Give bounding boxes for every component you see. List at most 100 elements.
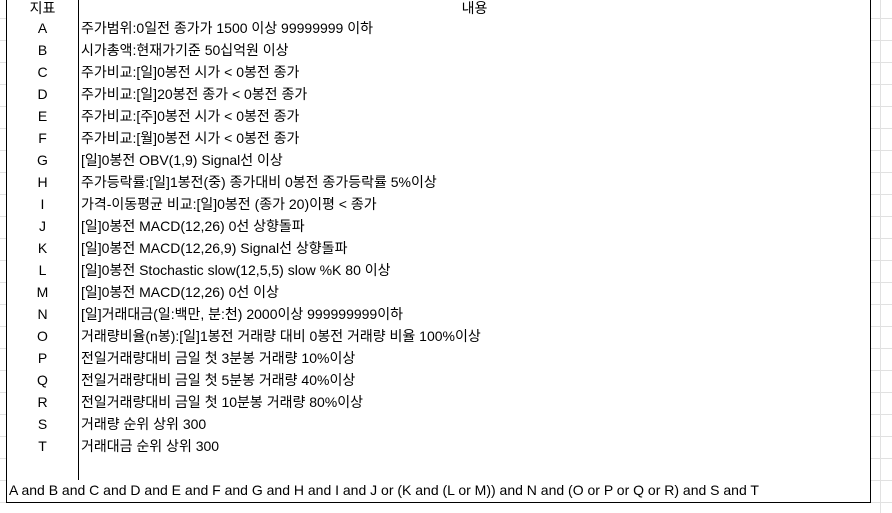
row-content-cell[interactable]: 주가비교:[주]0봉전 시가 < 0봉전 종가 bbox=[79, 106, 367, 129]
empty-cell[interactable] bbox=[654, 304, 727, 327]
empty-cell[interactable] bbox=[654, 216, 727, 239]
empty-cell[interactable] bbox=[798, 216, 871, 239]
empty-cell[interactable] bbox=[798, 18, 871, 41]
empty-cell[interactable] bbox=[438, 194, 511, 217]
empty-cell[interactable] bbox=[654, 282, 727, 305]
empty-cell[interactable] bbox=[366, 216, 439, 239]
empty-cell[interactable] bbox=[798, 326, 871, 349]
empty-cell[interactable] bbox=[438, 370, 511, 393]
empty-cell[interactable] bbox=[654, 128, 727, 151]
empty-cell[interactable] bbox=[798, 370, 871, 393]
row-content-cell[interactable]: [일]0봉전 MACD(12,26) 0선 이상 bbox=[79, 282, 367, 305]
row-key-cell[interactable]: Q bbox=[6, 370, 79, 393]
empty-cell[interactable] bbox=[438, 238, 511, 261]
row-key-cell[interactable]: K bbox=[6, 238, 79, 261]
empty-cell[interactable] bbox=[798, 128, 871, 151]
empty-cell[interactable] bbox=[582, 260, 655, 283]
empty-cell[interactable] bbox=[438, 414, 511, 437]
empty-cell[interactable] bbox=[726, 260, 799, 283]
empty-cell[interactable] bbox=[798, 106, 871, 129]
row-content-cell[interactable]: 전일거래량대비 금일 첫 3분봉 거래량 10%이상 bbox=[79, 348, 439, 371]
empty-cell[interactable] bbox=[726, 216, 799, 239]
empty-cell[interactable] bbox=[438, 18, 511, 41]
row-content-cell[interactable]: [일]0봉전 OBV(1,9) Signal선 이상 bbox=[79, 150, 367, 173]
empty-cell[interactable] bbox=[510, 238, 583, 261]
empty-cell[interactable] bbox=[582, 436, 655, 459]
empty-cell[interactable] bbox=[366, 62, 439, 85]
empty-cell[interactable] bbox=[510, 62, 583, 85]
empty-cell[interactable] bbox=[798, 84, 871, 107]
empty-cell[interactable] bbox=[438, 106, 511, 129]
row-key-cell[interactable]: T bbox=[6, 436, 79, 459]
empty-cell[interactable] bbox=[366, 282, 439, 305]
row-key-cell[interactable]: I bbox=[6, 194, 79, 217]
empty-cell[interactable] bbox=[438, 62, 511, 85]
row-key-cell[interactable]: P bbox=[6, 348, 79, 371]
empty-cell[interactable] bbox=[798, 172, 871, 195]
empty-cell[interactable] bbox=[726, 370, 799, 393]
row-content-cell[interactable]: 주가비교:[월]0봉전 시가 < 0봉전 종가 bbox=[79, 128, 367, 151]
empty-cell[interactable] bbox=[366, 150, 439, 173]
empty-cell[interactable] bbox=[726, 128, 799, 151]
empty-cell[interactable] bbox=[438, 40, 511, 63]
empty-cell[interactable] bbox=[798, 392, 871, 415]
empty-cell[interactable] bbox=[726, 392, 799, 415]
empty-cell[interactable] bbox=[654, 260, 727, 283]
empty-cell[interactable] bbox=[366, 40, 439, 63]
empty-cell[interactable] bbox=[582, 172, 655, 195]
empty-cell[interactable] bbox=[582, 106, 655, 129]
empty-cell[interactable] bbox=[654, 106, 727, 129]
row-key-cell[interactable]: C bbox=[6, 62, 79, 85]
empty-cell[interactable] bbox=[510, 304, 583, 327]
empty-cell[interactable] bbox=[726, 194, 799, 217]
empty-cell[interactable] bbox=[726, 348, 799, 371]
empty-cell[interactable] bbox=[510, 348, 583, 371]
empty-cell[interactable] bbox=[654, 348, 727, 371]
empty-cell[interactable] bbox=[654, 392, 727, 415]
empty-cell[interactable] bbox=[726, 238, 799, 261]
empty-cell[interactable] bbox=[726, 304, 799, 327]
empty-cell[interactable] bbox=[510, 458, 583, 481]
empty-cell[interactable] bbox=[726, 84, 799, 107]
empty-cell[interactable] bbox=[438, 128, 511, 151]
empty-cell[interactable] bbox=[510, 370, 583, 393]
empty-cell[interactable] bbox=[438, 458, 511, 481]
empty-cell[interactable] bbox=[438, 84, 511, 107]
empty-cell[interactable] bbox=[294, 458, 367, 481]
row-content-cell[interactable]: 거래량비율(n봉):[일]1봉전 거래량 대비 0봉전 거래량 비율 100%이… bbox=[79, 326, 583, 349]
empty-cell[interactable] bbox=[438, 216, 511, 239]
empty-cell[interactable] bbox=[798, 436, 871, 459]
empty-cell[interactable] bbox=[582, 194, 655, 217]
row-key-cell[interactable]: F bbox=[6, 128, 79, 151]
empty-cell[interactable] bbox=[654, 326, 727, 349]
empty-cell[interactable] bbox=[798, 282, 871, 305]
header-key-cell[interactable]: 지표 bbox=[6, 0, 79, 19]
empty-cell[interactable] bbox=[726, 282, 799, 305]
empty-cell[interactable] bbox=[582, 62, 655, 85]
empty-cell[interactable] bbox=[726, 106, 799, 129]
empty-cell[interactable] bbox=[726, 150, 799, 173]
row-content-cell[interactable]: 전일거래량대비 금일 첫 10분봉 거래량 80%이상 bbox=[79, 392, 439, 415]
empty-cell[interactable] bbox=[582, 216, 655, 239]
row-key-cell[interactable]: O bbox=[6, 326, 79, 349]
empty-cell[interactable] bbox=[582, 304, 655, 327]
empty-cell[interactable] bbox=[510, 194, 583, 217]
empty-cell[interactable] bbox=[726, 172, 799, 195]
row-key-cell[interactable]: S bbox=[6, 414, 79, 437]
empty-cell[interactable] bbox=[654, 150, 727, 173]
row-content-cell[interactable] bbox=[79, 458, 151, 481]
empty-cell[interactable] bbox=[582, 282, 655, 305]
empty-cell[interactable] bbox=[798, 304, 871, 327]
empty-cell[interactable] bbox=[510, 216, 583, 239]
row-content-cell[interactable]: 주가비교:[일]20봉전 종가 < 0봉전 종가 bbox=[79, 84, 367, 107]
empty-cell[interactable] bbox=[726, 62, 799, 85]
empty-cell[interactable] bbox=[726, 414, 799, 437]
empty-cell[interactable] bbox=[294, 436, 367, 459]
empty-cell[interactable] bbox=[510, 282, 583, 305]
empty-cell[interactable] bbox=[798, 348, 871, 371]
row-content-cell[interactable]: 주가등락률:[일]1봉전(중) 종가대비 0봉전 종가등락률 5%이상 bbox=[79, 172, 511, 195]
empty-cell[interactable] bbox=[582, 18, 655, 41]
empty-cell[interactable] bbox=[582, 40, 655, 63]
empty-cell[interactable] bbox=[654, 62, 727, 85]
row-content-cell[interactable]: 거래량 순위 상위 300 bbox=[79, 414, 295, 437]
